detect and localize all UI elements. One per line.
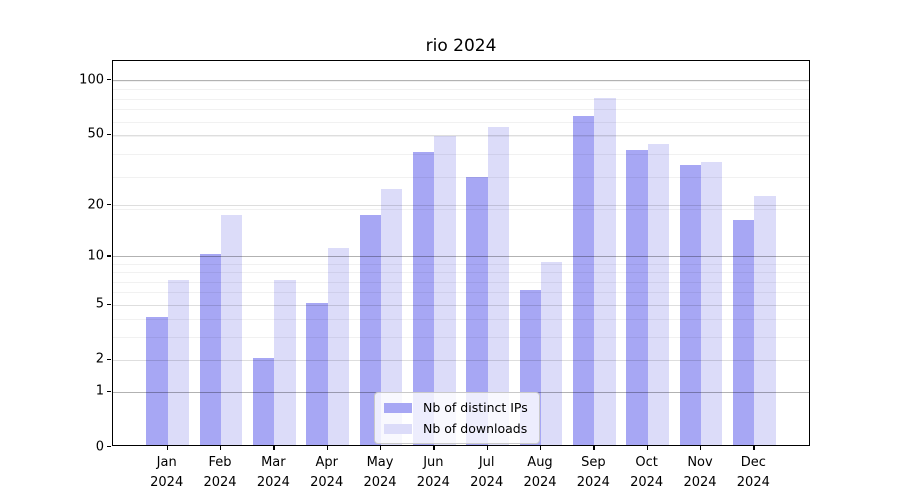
bar-downloads bbox=[594, 97, 616, 445]
bar-distinct-ips bbox=[626, 149, 648, 445]
y-tick-label: 0 bbox=[95, 439, 104, 454]
y-tick-mark bbox=[107, 79, 111, 81]
x-tick-label: Jan 2024 bbox=[150, 455, 184, 491]
legend-label: Nb of downloads bbox=[423, 421, 528, 436]
y-tick-mark bbox=[107, 303, 111, 305]
minor-gridline bbox=[113, 319, 809, 321]
y-tick-mark bbox=[107, 390, 111, 393]
minor-gridline bbox=[113, 98, 809, 100]
minor-gridline bbox=[113, 264, 809, 265]
y-tick-mark bbox=[107, 255, 111, 257]
minor-gridline bbox=[113, 281, 809, 283]
legend-item: Nb of distinct IPs bbox=[384, 400, 528, 415]
x-tick-label: Oct 2024 bbox=[630, 455, 664, 491]
bar-downloads bbox=[381, 189, 403, 445]
bar-distinct-ips bbox=[413, 151, 435, 445]
y-tick-label: 5 bbox=[95, 296, 104, 312]
y-tick-label: 20 bbox=[87, 197, 104, 213]
major-gridline bbox=[113, 359, 809, 361]
x-tick-mark bbox=[700, 446, 702, 450]
minor-gridline bbox=[113, 121, 809, 123]
x-tick-label: Jun 2024 bbox=[416, 455, 450, 491]
minor-gridline bbox=[113, 136, 809, 138]
bar-downloads bbox=[221, 215, 243, 445]
major-gridline bbox=[113, 205, 809, 207]
x-tick-mark bbox=[433, 446, 435, 450]
y-tick-label: 1 bbox=[95, 383, 104, 399]
minor-gridline bbox=[113, 292, 809, 294]
bar-distinct-ips bbox=[679, 164, 701, 445]
major-gridline bbox=[113, 256, 809, 258]
major-gridline bbox=[113, 304, 809, 306]
minor-gridline bbox=[113, 272, 809, 274]
y-tick-label: 10 bbox=[87, 248, 104, 264]
y-tick-mark bbox=[107, 446, 111, 448]
x-tick-label: Mar 2024 bbox=[256, 455, 290, 491]
bar-distinct-ips bbox=[146, 317, 168, 445]
x-tick-mark bbox=[593, 446, 595, 450]
y-tick-mark bbox=[107, 133, 111, 135]
y-tick-mark bbox=[107, 204, 111, 206]
bar-downloads bbox=[487, 126, 509, 445]
minor-gridline bbox=[113, 153, 809, 155]
bar-downloads bbox=[541, 262, 563, 445]
bar-downloads bbox=[274, 279, 296, 445]
bar-distinct-ips bbox=[733, 219, 755, 445]
legend-item: Nb of downloads bbox=[384, 421, 528, 436]
plot-area bbox=[112, 60, 810, 446]
x-tick-mark bbox=[540, 446, 542, 450]
y-tick-label: 2 bbox=[95, 351, 104, 367]
minor-gridline bbox=[113, 208, 809, 210]
bar-distinct-ips bbox=[466, 177, 488, 445]
x-tick-label: Sep 2024 bbox=[576, 455, 610, 491]
minor-gridline bbox=[113, 109, 809, 111]
x-tick-label: Dec 2024 bbox=[736, 455, 770, 491]
x-tick-mark bbox=[753, 446, 755, 450]
x-tick-label: Apr 2024 bbox=[310, 455, 344, 491]
x-tick-mark bbox=[646, 446, 648, 450]
x-tick-mark bbox=[166, 446, 168, 450]
x-tick-mark bbox=[273, 446, 275, 450]
x-tick-mark bbox=[326, 446, 328, 450]
x-tick-mark bbox=[486, 446, 488, 450]
bar-distinct-ips bbox=[306, 302, 328, 445]
chart-title: rio 2024 bbox=[425, 36, 497, 56]
legend: Nb of distinct IPs Nb of downloads bbox=[374, 392, 540, 444]
y-tick-label: 50 bbox=[87, 126, 104, 142]
x-tick-mark bbox=[220, 446, 222, 450]
x-tick-label: Jul 2024 bbox=[470, 455, 504, 491]
major-gridline bbox=[113, 80, 809, 82]
bar-downloads bbox=[434, 135, 456, 445]
minor-gridline bbox=[113, 336, 809, 338]
x-tick-label: Aug 2024 bbox=[523, 455, 557, 491]
bar-distinct-ips bbox=[199, 254, 222, 445]
bar-downloads bbox=[647, 144, 669, 445]
legend-label: Nb of distinct IPs bbox=[423, 400, 528, 415]
minor-gridline bbox=[113, 81, 809, 82]
major-gridline bbox=[113, 134, 809, 136]
bar-downloads bbox=[167, 279, 189, 445]
bar-distinct-ips bbox=[359, 215, 382, 445]
legend-swatch bbox=[384, 423, 412, 434]
x-tick-label: May 2024 bbox=[363, 455, 397, 491]
bar-downloads bbox=[754, 195, 776, 445]
bar-distinct-ips bbox=[573, 115, 595, 445]
bar-downloads bbox=[327, 247, 349, 445]
bar-downloads bbox=[701, 162, 723, 445]
y-tick-mark bbox=[107, 358, 111, 360]
x-tick-label: Nov 2024 bbox=[683, 455, 717, 491]
bar-distinct-ips bbox=[253, 357, 275, 445]
x-tick-label: Feb 2024 bbox=[203, 455, 237, 491]
x-tick-mark bbox=[380, 446, 382, 450]
y-tick-label: 100 bbox=[79, 72, 104, 88]
minor-gridline bbox=[113, 176, 809, 178]
legend-swatch bbox=[384, 402, 412, 413]
minor-gridline bbox=[113, 89, 809, 91]
